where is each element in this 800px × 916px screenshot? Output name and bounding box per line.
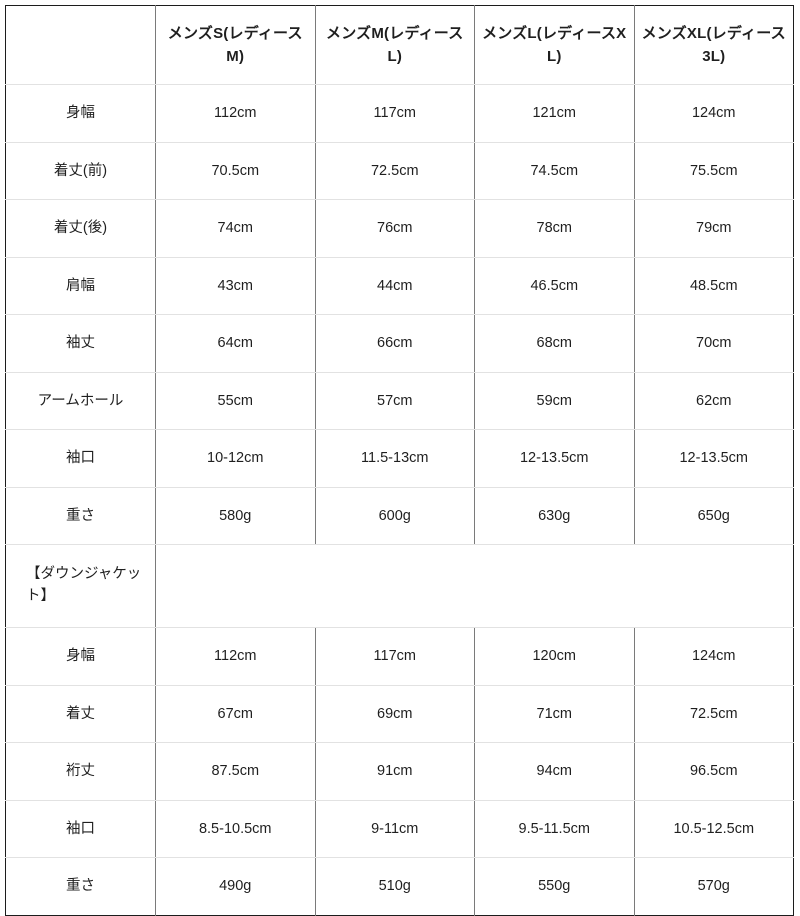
row-label: 着丈(後)	[5, 199, 156, 258]
column-header-mens-xl: メンズXL(レディース3L)	[634, 5, 794, 85]
measurement-cell: 96.5cm	[634, 742, 794, 801]
table-row: 着丈 67cm 69cm 71cm 72.5cm	[5, 685, 794, 743]
measurement-cell: 112cm	[155, 84, 316, 143]
measurement-cell: 91cm	[315, 742, 475, 801]
table-section-row: 【ダウンジャケット】	[5, 544, 794, 628]
measurement-cell: 70cm	[634, 314, 794, 373]
row-label: 着丈(前)	[5, 142, 156, 200]
measurement-cell: 9.5-11.5cm	[474, 800, 635, 858]
row-label: 身幅	[5, 627, 156, 686]
measurement-cell: 70.5cm	[155, 142, 316, 200]
measurement-cell: 74cm	[155, 199, 316, 258]
measurement-cell: 66cm	[315, 314, 475, 373]
measurement-cell: 550g	[474, 857, 635, 915]
measurement-cell: 75.5cm	[634, 142, 794, 200]
measurement-cell: 71cm	[474, 685, 635, 743]
measurement-cell: 11.5-13cm	[315, 429, 475, 488]
table-body: 身幅 112cm 117cm 121cm 124cm 着丈(前) 70.5cm 72.5cm 7…	[5, 84, 794, 915]
table-row: 袖口 8.5-10.5cm 9-11cm 9.5-11.5cm 10.5-12.5cm	[5, 800, 794, 858]
table-row: 裄丈 87.5cm 91cm 94cm 96.5cm	[5, 742, 794, 801]
measurement-cell: 78cm	[474, 199, 635, 258]
table-header-row: メンズS(レディースM) メンズM(レディースL) メンズL(レディースXL) …	[5, 5, 794, 85]
measurement-cell: 10.5-12.5cm	[634, 800, 794, 858]
measurement-cell: 79cm	[634, 199, 794, 258]
measurement-cell: 121cm	[474, 84, 635, 143]
measurement-cell: 46.5cm	[474, 257, 635, 315]
table-row: 肩幅 43cm 44cm 46.5cm 48.5cm	[5, 257, 794, 315]
measurement-cell: 72.5cm	[315, 142, 475, 200]
row-label: 重さ	[5, 857, 156, 915]
measurement-cell: 72.5cm	[634, 685, 794, 743]
row-label: 袖口	[5, 429, 156, 488]
measurement-cell: 630g	[474, 487, 635, 545]
measurement-cell: 74.5cm	[474, 142, 635, 200]
measurement-cell: 9-11cm	[315, 800, 475, 858]
measurement-cell: 59cm	[474, 372, 635, 430]
measurement-cell: 57cm	[315, 372, 475, 430]
row-label: 重さ	[5, 487, 156, 545]
table-row: 着丈(前) 70.5cm 72.5cm 74.5cm 75.5cm	[5, 142, 794, 200]
measurement-cell: 12-13.5cm	[634, 429, 794, 488]
measurement-cell: 87.5cm	[155, 742, 316, 801]
measurement-cell: 8.5-10.5cm	[155, 800, 316, 858]
measurement-cell: 510g	[315, 857, 475, 915]
row-label: 身幅	[5, 84, 156, 143]
section-empty-cell	[155, 544, 794, 628]
table-row: 着丈(後) 74cm 76cm 78cm 79cm	[5, 199, 794, 258]
measurement-cell: 117cm	[315, 84, 475, 143]
measurement-cell: 112cm	[155, 627, 316, 686]
measurement-cell: 120cm	[474, 627, 635, 686]
measurement-cell: 10-12cm	[155, 429, 316, 488]
measurement-cell: 570g	[697, 878, 730, 895]
table-row: 重さ 490g 510g 550g 570g	[5, 857, 794, 915]
row-label: 着丈	[5, 685, 156, 743]
table-row: 身幅 112cm 117cm 121cm 124cm	[5, 84, 794, 143]
measurement-cell: 124cm	[634, 84, 794, 143]
measurement-cell: 490g	[155, 857, 316, 915]
column-header-mens-s: メンズS(レディースM)	[155, 5, 316, 85]
measurement-cell: 117cm	[315, 627, 475, 686]
size-chart-container: メンズS(レディースM) メンズM(レディースL) メンズL(レディースXL) …	[5, 5, 794, 916]
measurement-cell: 76cm	[315, 199, 475, 258]
row-label: 裄丈	[5, 742, 156, 801]
table-header: メンズS(レディースM) メンズM(レディースL) メンズL(レディースXL) …	[5, 5, 794, 85]
header-corner-cell	[5, 5, 156, 85]
table-row: 重さ 580g 600g 630g 650g	[5, 487, 794, 545]
measurement-cell: 580g	[155, 487, 316, 545]
row-label: 肩幅	[5, 257, 156, 315]
measurement-cell: 94cm	[474, 742, 635, 801]
measurement-cell: 43cm	[155, 257, 316, 315]
measurement-cell: 650g	[634, 487, 794, 545]
section-heading: 【ダウンジャケット】	[5, 544, 156, 628]
measurement-cell: 67cm	[155, 685, 316, 743]
measurement-cell: 69cm	[315, 685, 475, 743]
measurement-cell: 55cm	[155, 372, 316, 430]
measurement-cell: 600g	[315, 487, 475, 545]
measurement-cell: 48.5cm	[634, 257, 794, 315]
column-header-mens-m: メンズM(レディースL)	[315, 5, 475, 85]
row-label: 袖口	[5, 800, 156, 858]
table-row: 身幅 112cm 117cm 120cm 124cm	[5, 627, 794, 686]
measurement-cell: 124cm	[634, 627, 794, 686]
row-label: 袖丈	[5, 314, 156, 373]
measurement-cell: 44cm	[315, 257, 475, 315]
table-row: アームホール 55cm 57cm 59cm 62cm	[5, 372, 794, 430]
row-label: アームホール	[5, 372, 156, 430]
table-row: 袖丈 64cm 66cm 68cm 70cm	[5, 314, 794, 373]
measurement-cell: 62cm	[634, 372, 794, 430]
column-header-mens-l: メンズL(レディースXL)	[474, 5, 635, 85]
measurement-cell: 12-13.5cm	[474, 429, 635, 488]
measurement-cell: 68cm	[474, 314, 635, 373]
measurement-cell: 64cm	[155, 314, 316, 373]
table-row: 袖口 10-12cm 11.5-13cm 12-13.5cm 12-13.5cm	[5, 429, 794, 488]
size-chart-table: メンズS(レディースM) メンズM(レディースL) メンズL(レディースXL) …	[5, 5, 794, 916]
